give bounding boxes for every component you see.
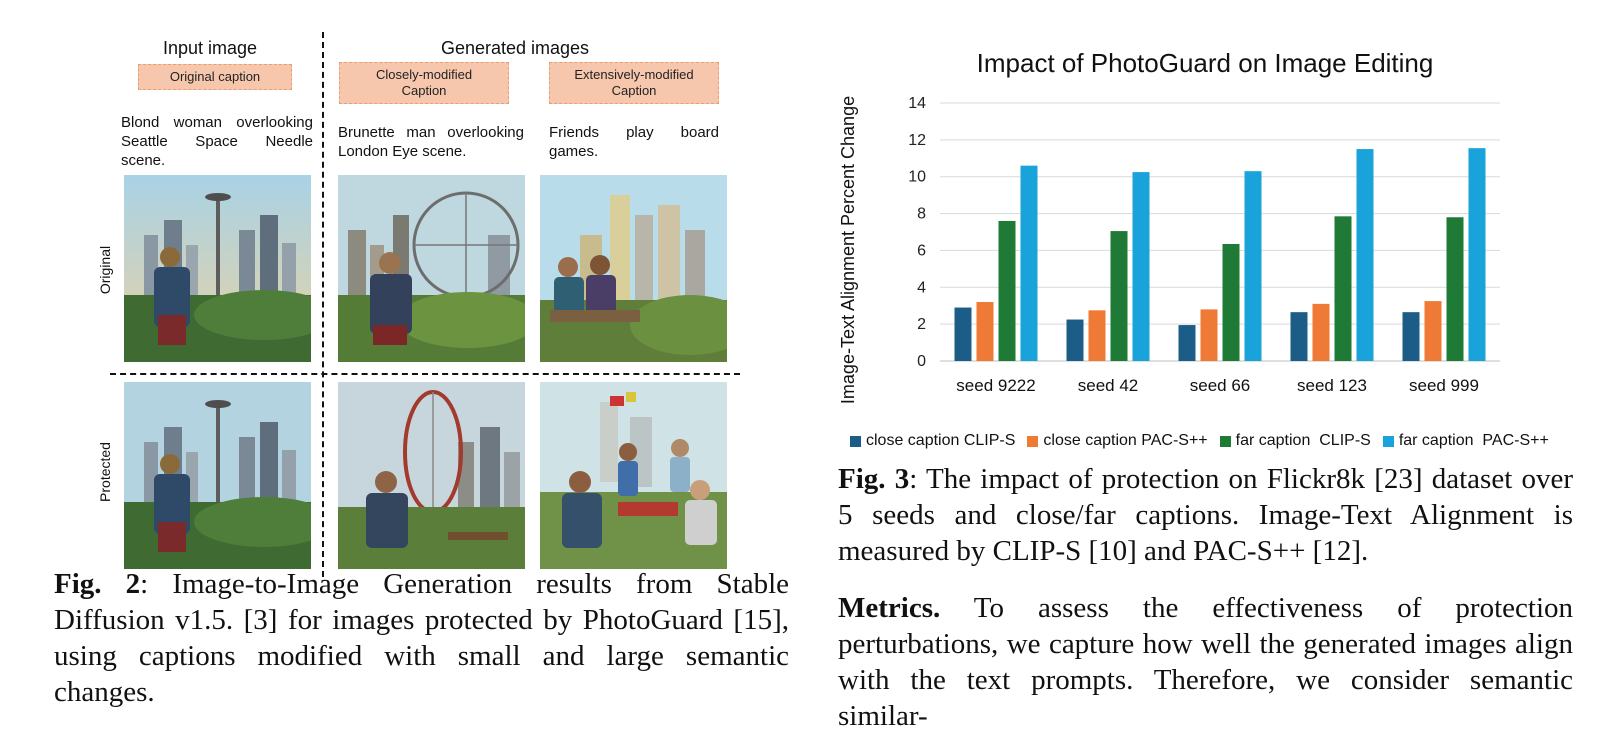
closely-modified-caption-tag: Closely-modified Caption <box>339 62 509 104</box>
x-tick-label: seed 123 <box>1297 376 1367 395</box>
figure-3-caption-text: : The impact of protection on Flickr8k [… <box>838 463 1573 567</box>
bar <box>1222 243 1240 361</box>
legend-swatch <box>850 435 861 447</box>
row-label-protected: Protected <box>97 442 113 502</box>
prompt-closely-modified: Brunette man overlooking London Eye scen… <box>338 124 524 160</box>
boardgame-protected-image <box>540 382 727 569</box>
prompt-original: Blond woman overlooking Seattle Space Ne… <box>121 114 313 169</box>
bar <box>1200 309 1218 361</box>
legend-item: far caption PAC-S++ <box>1382 432 1549 450</box>
legend-swatch <box>1219 435 1231 447</box>
bar <box>1290 312 1308 361</box>
y-tick-label: 14 <box>908 95 926 112</box>
figure-2-caption-text: : Image-to-Image Generation results from… <box>54 568 789 708</box>
seattle-original-image <box>124 175 311 362</box>
prompt-extensively-modified: Friends play board games. <box>549 124 719 160</box>
bar <box>954 307 972 361</box>
y-tick-label: 8 <box>917 206 926 223</box>
bar <box>1178 325 1196 361</box>
bar-chart: 0 2 4 6 8 10 12 14 Image-Text Alignment Percent … <box>840 95 1500 404</box>
metrics-text: To assess the effectiveness of protectio… <box>838 592 1573 732</box>
legend-swatch <box>1382 435 1394 447</box>
figure-3-caption: Fig. 3: The impact of protection on Flic… <box>838 461 1573 569</box>
legend-label: close caption CLIP-S <box>866 432 1016 449</box>
bar <box>1334 216 1352 361</box>
y-axis-label: Image-Text Alignment Percent Change <box>840 96 858 404</box>
vertical-divider <box>322 32 324 577</box>
row-label-original: Original <box>97 245 113 295</box>
legend-swatch <box>1027 435 1039 447</box>
figure-2-label: Fig. 2 <box>54 568 141 600</box>
x-tick-label: seed 66 <box>1190 376 1251 395</box>
x-tick-label: seed 42 <box>1078 376 1139 395</box>
bar <box>1244 171 1262 361</box>
bar <box>1468 148 1486 361</box>
bar <box>976 302 994 361</box>
bar <box>1312 303 1330 361</box>
bar <box>1066 319 1084 361</box>
legend-label: far caption CLIP-S <box>1235 432 1371 449</box>
bar <box>1020 165 1038 361</box>
bar <box>1110 231 1128 361</box>
bar <box>1446 217 1464 361</box>
y-tick-label: 10 <box>908 169 926 186</box>
seattle-protected-image <box>124 382 311 569</box>
chart-legend: close caption CLIP-S close caption PAC-S+… <box>850 432 1549 450</box>
x-tick-label: seed 9222 <box>956 376 1035 395</box>
bar <box>1356 149 1374 361</box>
y-tick-label: 4 <box>917 279 926 296</box>
y-tick-label: 2 <box>917 316 926 333</box>
legend-label: far caption PAC-S++ <box>1398 432 1549 449</box>
metrics-paragraph: Metrics. To assess the effectiveness of … <box>838 590 1573 734</box>
legend-item: close caption PAC-S++ <box>1027 432 1208 450</box>
boardgame-original-image <box>540 175 727 362</box>
bar <box>1088 310 1106 361</box>
horizontal-divider <box>110 373 740 375</box>
bar <box>998 220 1016 361</box>
legend-label: close caption PAC-S++ <box>1043 432 1208 449</box>
london-protected-image <box>338 382 525 569</box>
y-tick-label: 6 <box>917 242 926 259</box>
input-image-header: Input image <box>162 38 258 58</box>
figure-2-caption: Fig. 2: Image-to-Image Generation result… <box>54 566 789 710</box>
original-caption-tag: Original caption <box>138 64 292 90</box>
bar <box>1132 172 1150 361</box>
y-tick-label: 0 <box>917 353 926 370</box>
metrics-heading: Metrics. <box>838 592 941 624</box>
extensively-modified-caption-tag: Extensively-modified Caption <box>549 62 719 104</box>
generated-images-header: Generated images <box>440 38 590 58</box>
y-tick-label: 12 <box>908 132 926 149</box>
legend-item: close caption CLIP-S <box>850 432 1015 450</box>
bar <box>1402 312 1420 361</box>
london-original-image <box>338 175 525 362</box>
chart-title: Impact of PhotoGuard on Image Editing <box>976 48 1434 78</box>
figure-3-label: Fig. 3 <box>838 463 910 495</box>
x-tick-label: seed 999 <box>1409 376 1479 395</box>
bar <box>1424 301 1442 361</box>
legend-item: far caption CLIP-S <box>1219 432 1371 450</box>
